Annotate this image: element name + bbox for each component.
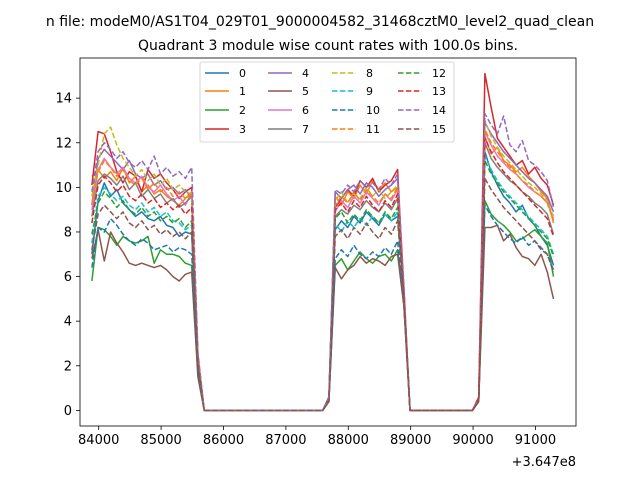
figure-suptitle: n file: modeM0/AS1T04_029T01_9000004582_… [46, 14, 594, 30]
legend-frame [199, 61, 455, 143]
y-tick-label: 2 [64, 359, 72, 374]
legend-label-1: 1 [239, 85, 246, 98]
legend-label-8: 8 [366, 67, 373, 80]
legend-label-14: 14 [432, 104, 446, 117]
series-line-12 [91, 159, 555, 412]
chart-title: Quadrant 3 module wise count rates with … [138, 38, 518, 54]
x-tick-label: 86000 [203, 433, 244, 448]
x-tick-label: 90000 [452, 433, 493, 448]
y-axis: 0 2 4 6 8 10 12 14 [55, 92, 80, 419]
y-tick-label: 10 [55, 181, 72, 196]
y-tick-label: 6 [64, 270, 72, 285]
legend-label-12: 12 [432, 67, 446, 80]
series-line-14 [91, 113, 555, 412]
legend-label-4: 4 [302, 67, 309, 80]
legend-label-13: 13 [432, 85, 446, 98]
y-tick-label: 8 [64, 225, 72, 240]
series-layer [91, 72, 555, 412]
series-line-10 [91, 204, 555, 412]
y-tick-label: 4 [64, 315, 72, 330]
y-tick-label: 14 [55, 92, 72, 107]
legend-label-10: 10 [366, 104, 380, 117]
legend-label-5: 5 [302, 85, 309, 98]
x-tick-label: 85000 [140, 433, 181, 448]
x-tick-label: 84000 [78, 433, 119, 448]
legend-label-0: 0 [239, 67, 246, 80]
legend-label-3: 3 [239, 123, 246, 136]
x-tick-label: 89000 [390, 433, 431, 448]
legend-label-9: 9 [366, 85, 373, 98]
x-tick-label: 91000 [515, 433, 556, 448]
x-axis-offset-label: +3.647e8 [512, 455, 576, 470]
plot-area [79, 57, 577, 427]
y-tick-label: 0 [64, 404, 72, 419]
x-tick-label: 87000 [265, 433, 306, 448]
axes-frame [79, 57, 577, 427]
x-axis: 84000 85000 86000 87000 88000 89000 90000 91000 [78, 426, 556, 448]
legend-label-2: 2 [239, 104, 246, 117]
series-line-15 [91, 177, 555, 412]
legend-label-15: 15 [432, 123, 446, 136]
legend-label-6: 6 [302, 104, 309, 117]
series-line-13 [91, 137, 555, 412]
legend-label-11: 11 [366, 123, 380, 136]
legend-label-7: 7 [302, 123, 309, 136]
y-tick-label: 12 [55, 136, 72, 151]
x-tick-label: 88000 [328, 433, 369, 448]
series-line-5 [91, 224, 555, 412]
